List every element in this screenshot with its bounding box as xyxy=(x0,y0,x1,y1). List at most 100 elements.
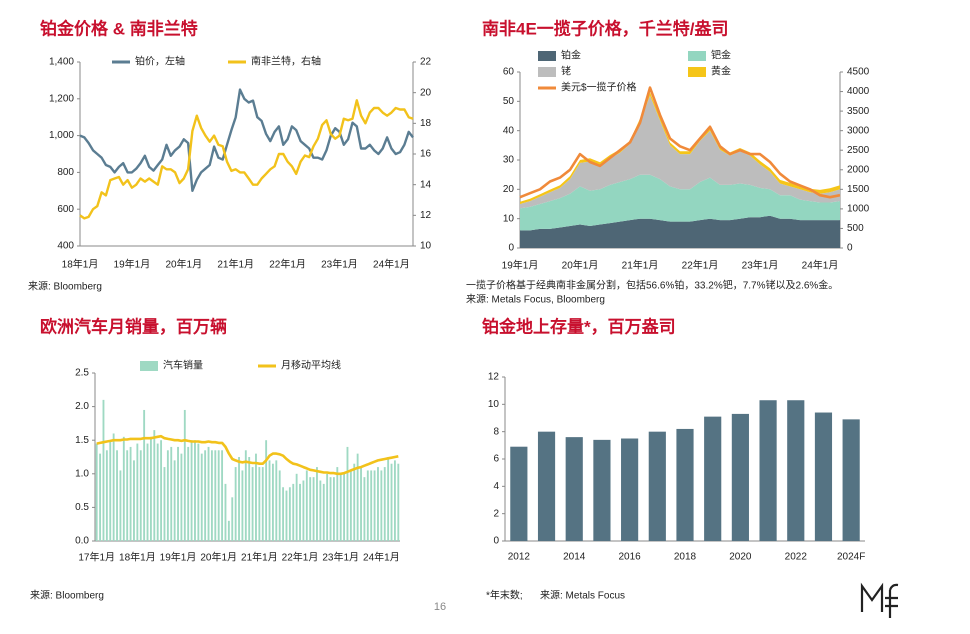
bar xyxy=(139,450,142,541)
y-tick-label: 600 xyxy=(57,204,74,215)
bar xyxy=(282,487,285,541)
legend-swatch xyxy=(538,67,556,77)
bar xyxy=(102,399,105,541)
bar xyxy=(227,520,230,541)
bar xyxy=(194,440,196,541)
bar xyxy=(510,446,528,541)
chart-title: 铂金地上存量*，百万盎司 xyxy=(482,316,676,336)
y-tick-label: 2 xyxy=(493,508,499,519)
bar xyxy=(224,483,227,541)
line xyxy=(79,99,414,220)
legend-swatch xyxy=(140,361,158,371)
bar xyxy=(143,409,146,541)
y2-tick-label: 3500 xyxy=(847,106,870,117)
page-number: 16 xyxy=(434,601,446,613)
bar xyxy=(95,443,98,541)
bar xyxy=(248,457,251,541)
bar xyxy=(177,446,179,541)
bar xyxy=(393,460,396,541)
x-tick-label: 22年1月 xyxy=(282,551,319,564)
legend-label: 美元$一揽子价格 xyxy=(561,81,637,94)
x-tick-label: 21年1月 xyxy=(217,258,254,271)
y2-tick-label: 10 xyxy=(420,241,432,252)
bar xyxy=(251,467,254,541)
x-tick-label: 17年1月 xyxy=(78,551,115,564)
bar xyxy=(271,463,274,541)
legend-label: 黄金 xyxy=(711,65,731,78)
bar xyxy=(346,446,349,541)
bar xyxy=(302,480,305,541)
y-tick-label: 400 xyxy=(57,241,74,252)
x-tick-label: 20年1月 xyxy=(200,551,237,564)
y-tick-label: 6 xyxy=(493,454,499,465)
legend-swatch xyxy=(688,51,706,61)
bar xyxy=(146,443,149,541)
bar xyxy=(648,431,666,541)
bar xyxy=(244,450,247,541)
bar xyxy=(621,438,639,541)
legend-label: 铂金 xyxy=(561,49,581,62)
bar xyxy=(731,413,749,541)
x-tick-label: 23年1月 xyxy=(322,551,359,564)
bar xyxy=(207,446,210,541)
bar xyxy=(814,412,833,541)
bar xyxy=(363,477,366,541)
bar xyxy=(238,457,240,541)
bar xyxy=(593,439,611,541)
legend-label: 南非兰特，右轴 xyxy=(251,55,321,68)
y2-tick-label: 20 xyxy=(420,87,432,98)
bar xyxy=(356,453,359,541)
area xyxy=(520,95,840,209)
bar xyxy=(170,446,173,541)
bar xyxy=(116,450,118,541)
bar xyxy=(676,428,694,541)
y-tick-label: 20 xyxy=(503,184,515,195)
y2-tick-label: 12 xyxy=(420,210,432,221)
y2-tick-label: 18 xyxy=(420,118,432,129)
bar xyxy=(397,463,400,541)
bar xyxy=(329,477,332,541)
bar xyxy=(163,467,166,541)
bar xyxy=(295,473,298,541)
bar xyxy=(339,473,342,541)
bar xyxy=(842,419,860,541)
x-tick-label: 24年1月 xyxy=(802,259,839,272)
bar xyxy=(160,440,163,541)
line xyxy=(96,434,399,476)
bar xyxy=(210,450,213,541)
y-tick-label: 0.5 xyxy=(75,502,89,513)
line xyxy=(519,86,841,199)
bar xyxy=(190,440,193,541)
bar xyxy=(370,470,373,541)
bar xyxy=(332,477,335,541)
bar xyxy=(565,437,583,541)
y2-tick-label: 0 xyxy=(847,243,853,254)
source: 来源: Bloomberg xyxy=(28,280,102,293)
bar xyxy=(759,400,777,541)
bar xyxy=(305,470,308,541)
bar xyxy=(231,497,234,541)
x-tick-label: 19年1月 xyxy=(160,551,197,564)
bar xyxy=(292,483,295,541)
footnote: 一揽子价格基于经典南非金属分割，包括56.6%铂，33.2%钯，7.7%铑以及2… xyxy=(466,279,838,292)
bar xyxy=(268,460,271,541)
y-tick-label: 12 xyxy=(488,372,500,383)
bar xyxy=(149,436,152,541)
x-tick-label: 22年1月 xyxy=(269,258,306,271)
bar xyxy=(204,450,207,541)
bar xyxy=(299,483,301,541)
source: 来源: Metals Focus, Bloomberg xyxy=(466,293,605,306)
bar xyxy=(343,473,346,541)
footnote: *年末数; xyxy=(486,589,523,602)
y2-tick-label: 2000 xyxy=(847,164,870,175)
y-tick-label: 50 xyxy=(503,96,515,107)
bar xyxy=(156,443,159,541)
bar xyxy=(319,480,322,541)
bar xyxy=(112,433,115,541)
area xyxy=(520,174,840,231)
y-tick-label: 2.5 xyxy=(75,368,89,379)
y2-tick-label: 14 xyxy=(420,179,432,190)
legend-label: 月移动平均线 xyxy=(281,359,341,372)
chart-title: 铂金价格 & 南非兰特 xyxy=(40,18,198,38)
